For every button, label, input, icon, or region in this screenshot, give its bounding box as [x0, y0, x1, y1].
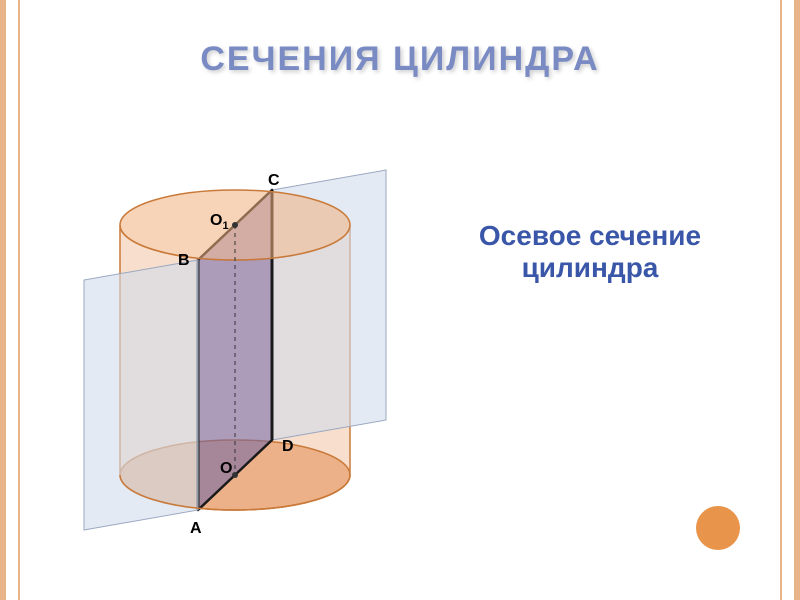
label-O1-sub: 1 — [222, 220, 228, 232]
cylinder-diagram: A B C D O O1 — [70, 130, 400, 550]
diagram-svg — [70, 130, 400, 550]
subtitle: Осевое сечение цилиндра — [420, 220, 760, 284]
label-A: A — [190, 520, 202, 538]
label-B: B — [178, 252, 190, 270]
label-O1: O1 — [210, 212, 229, 232]
label-O: O — [220, 460, 232, 478]
label-D: D — [282, 438, 294, 456]
label-C: C — [268, 172, 280, 190]
slide-title: СЕЧЕНИЯ ЦИЛИНДРА — [0, 40, 800, 79]
corner-bullet — [696, 506, 740, 550]
label-O1-letter: O — [210, 212, 222, 229]
